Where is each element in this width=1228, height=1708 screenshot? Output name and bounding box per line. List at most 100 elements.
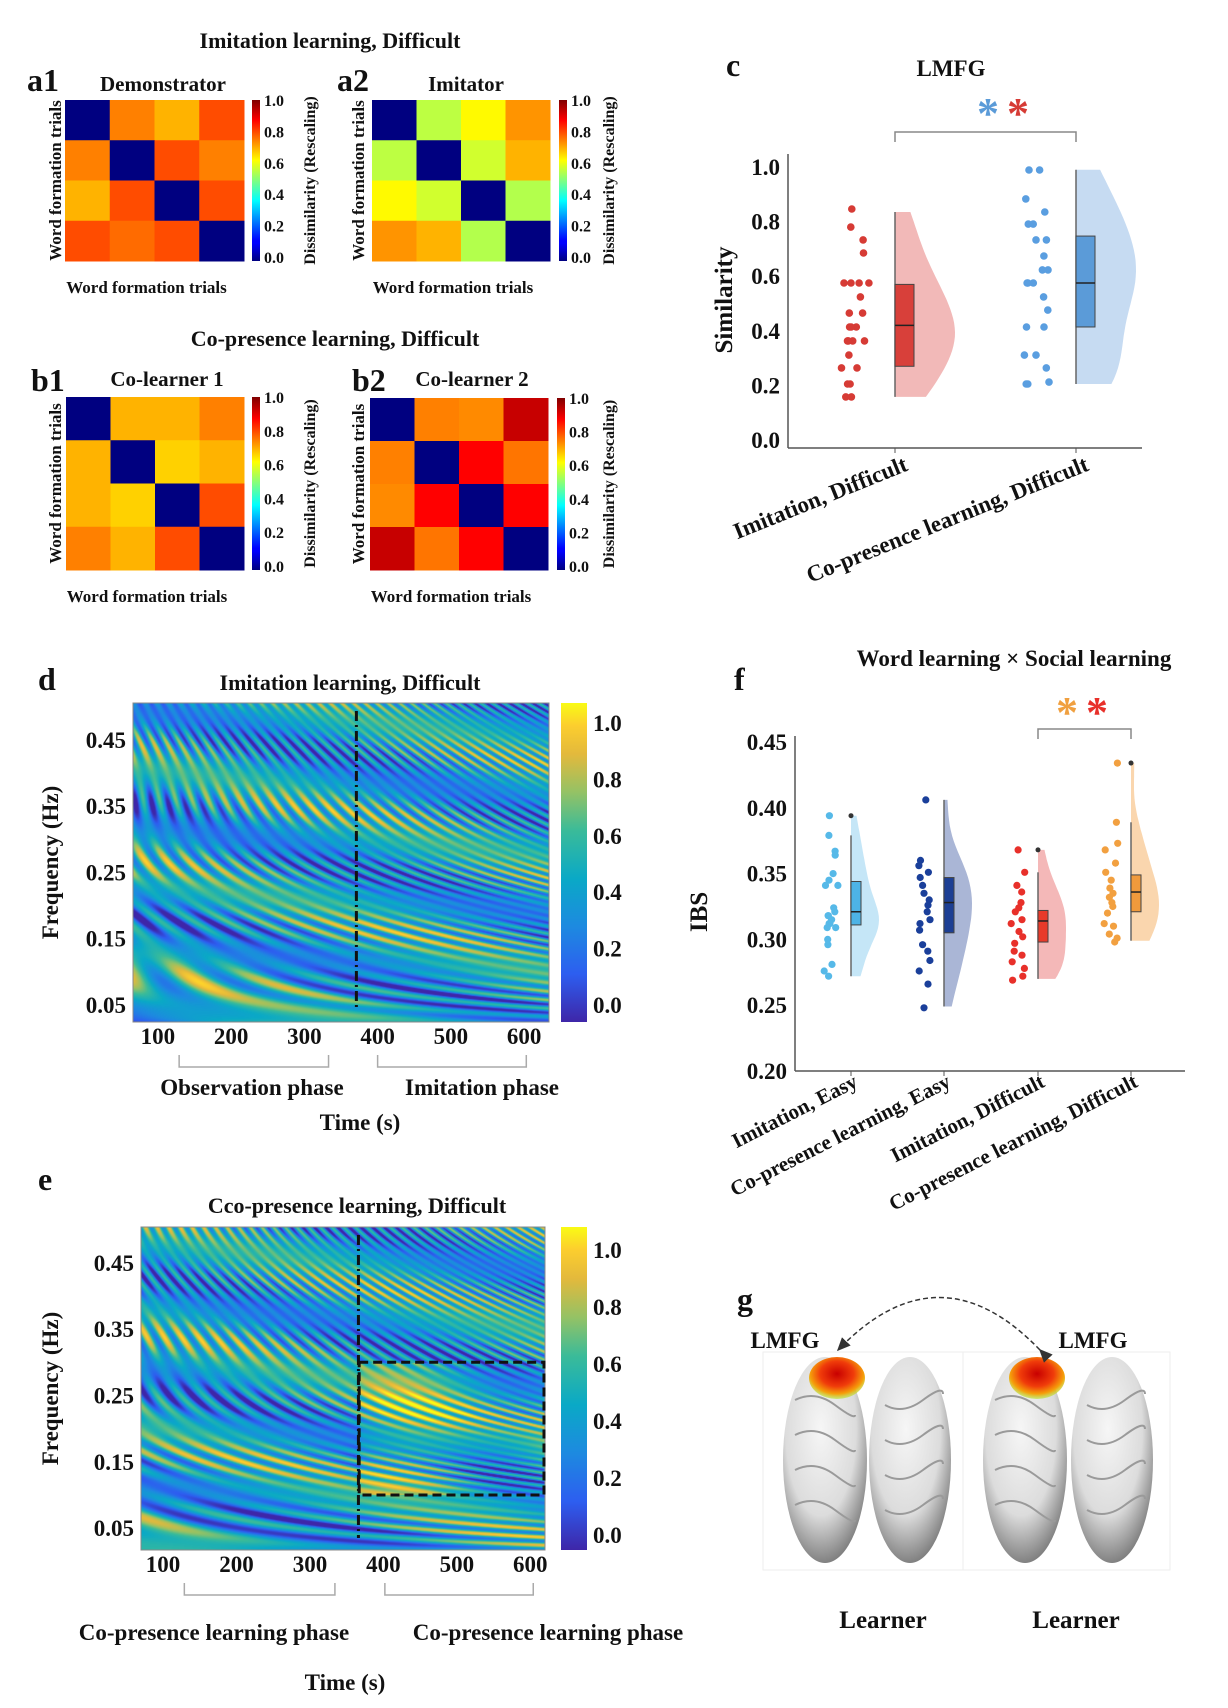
chart-title: Word learning × Social learning xyxy=(857,646,1172,671)
y-tick-label: 0.25 xyxy=(747,993,787,1018)
colorbar-tick-label: 0.6 xyxy=(264,156,284,173)
heatmap-subtitle: Imitator xyxy=(428,72,504,96)
data-point xyxy=(825,876,833,884)
significance-asterisk: * xyxy=(1086,688,1108,737)
colorbar-tick-label: 0.6 xyxy=(571,156,591,173)
heatmap-cell xyxy=(199,397,245,441)
chart-title: LMFG xyxy=(917,56,986,81)
x-tick-label: Imitation, Difficult xyxy=(730,451,911,544)
data-point xyxy=(1045,378,1053,386)
data-point xyxy=(825,972,833,980)
heatmap-cell xyxy=(505,100,551,141)
heatmap-cell xyxy=(503,484,549,528)
data-point xyxy=(1008,958,1016,966)
panel-label: b1 xyxy=(31,362,65,398)
panel-label: d xyxy=(38,661,56,697)
data-point xyxy=(1007,920,1015,928)
colorbar-tick-label: 1.0 xyxy=(264,93,284,110)
panel-label: e xyxy=(38,1161,52,1197)
x-axis-label: Time (s) xyxy=(305,1670,386,1695)
data-point xyxy=(859,236,867,244)
raincloud-chart-c: 0.0 0.2 0.4 0.6 0.8 1.0 Similarity c LMFG * * Imita… xyxy=(711,47,1142,588)
y-tick-label: 0.20 xyxy=(747,1059,787,1084)
brain-image-learner-2 xyxy=(962,1351,1171,1571)
data-point xyxy=(845,309,854,317)
y-axis-label: Word formation trials xyxy=(349,403,368,564)
brain-diagram-g: g LMFG Learner LMFG Learner xyxy=(737,1281,1171,1634)
rsa-heatmap-b2: b2 Co-learner 2 1.0 0.8 0.6 0.4 0.2 0.0 Dissimil… xyxy=(349,362,618,606)
colorbar-label: Dissimilarity (Rescaling) xyxy=(601,96,618,264)
colorbar-tick-label: 0.2 xyxy=(571,219,591,236)
x-tick-label: 500 xyxy=(434,1024,469,1049)
chart-title: Imitation learning, Difficult xyxy=(220,670,482,695)
data-point xyxy=(1018,916,1026,924)
box xyxy=(1075,235,1096,328)
y-tick-label: 0.15 xyxy=(86,927,126,952)
x-axis-label: Word formation trials xyxy=(373,278,534,297)
heatmap-cell xyxy=(110,526,156,571)
heatmap-cell xyxy=(110,397,156,441)
colorbar-tick-label: 0.6 xyxy=(593,824,622,849)
heatmap-cell xyxy=(372,140,417,181)
heatmap-cell xyxy=(505,220,551,262)
y-tick-label: 0.35 xyxy=(747,862,787,887)
heatmap-cell xyxy=(461,220,506,262)
data-point xyxy=(926,956,934,965)
y-tick-label: 0.05 xyxy=(86,993,126,1018)
y-axis-label: Word formation trials xyxy=(46,403,65,564)
phase-label: Co-presence learning phase xyxy=(79,1620,349,1645)
sulcus xyxy=(994,1430,1056,1453)
heatmap-cell xyxy=(65,180,111,222)
significance-asterisk: * xyxy=(977,89,999,138)
data-point xyxy=(837,364,846,372)
data-point xyxy=(1107,876,1115,884)
data-point xyxy=(832,924,840,932)
data-point xyxy=(848,205,856,213)
heatmap-cell xyxy=(461,100,506,141)
data-point xyxy=(858,309,867,317)
y-tick-label: 0.45 xyxy=(94,1251,134,1276)
colorbar-tick-label: 0.8 xyxy=(264,124,284,141)
colorbar-tick-label: 0.4 xyxy=(593,880,622,905)
heatmap-cell xyxy=(370,398,415,442)
y-axis-label: Similarity xyxy=(711,246,738,353)
data-point xyxy=(1112,818,1120,826)
data-point xyxy=(1023,279,1031,287)
heatmap-cell xyxy=(155,483,200,528)
colorbar-tick-label: 0.6 xyxy=(264,458,284,475)
sulcus xyxy=(1086,1389,1146,1410)
colorbar-tick-label: 0.6 xyxy=(569,458,589,475)
heatmap-cell xyxy=(66,397,111,441)
data-point xyxy=(1022,195,1030,203)
data-point xyxy=(1114,839,1122,847)
highlight-box xyxy=(357,1360,546,1497)
data-point xyxy=(1029,279,1038,287)
data-point xyxy=(1011,908,1019,916)
data-point xyxy=(829,870,837,878)
inter-brain-synchrony-arrow xyxy=(836,1296,1053,1363)
data-point xyxy=(842,393,850,401)
sulcus xyxy=(884,1459,944,1480)
data-point xyxy=(1025,166,1033,174)
significance-asterisk: * xyxy=(1056,688,1078,737)
subject-label: Learner xyxy=(1032,1607,1119,1634)
colorbar-tick-label: 1.0 xyxy=(571,93,591,110)
heatmap-cell xyxy=(66,483,111,528)
x-tick-label: 100 xyxy=(146,1552,181,1577)
heatmap-cell xyxy=(109,140,155,181)
colorbar xyxy=(561,703,587,1022)
heatmap-subtitle: Co-learner 1 xyxy=(110,367,223,391)
heatmap-cell xyxy=(199,483,245,528)
colorbar-tick-label: 0.2 xyxy=(569,525,589,542)
data-point xyxy=(856,293,865,301)
y-axis-label: Frequency (Hz) xyxy=(38,1312,63,1466)
data-point xyxy=(1040,252,1048,260)
data-point xyxy=(1020,964,1028,973)
box xyxy=(1037,909,1049,943)
data-point xyxy=(919,941,927,949)
sulcus xyxy=(794,1465,856,1488)
outlier-point xyxy=(1035,847,1041,853)
heatmap-cell xyxy=(414,398,460,442)
colorbar-label: Dissimilarity (Rescaling) xyxy=(302,96,319,264)
